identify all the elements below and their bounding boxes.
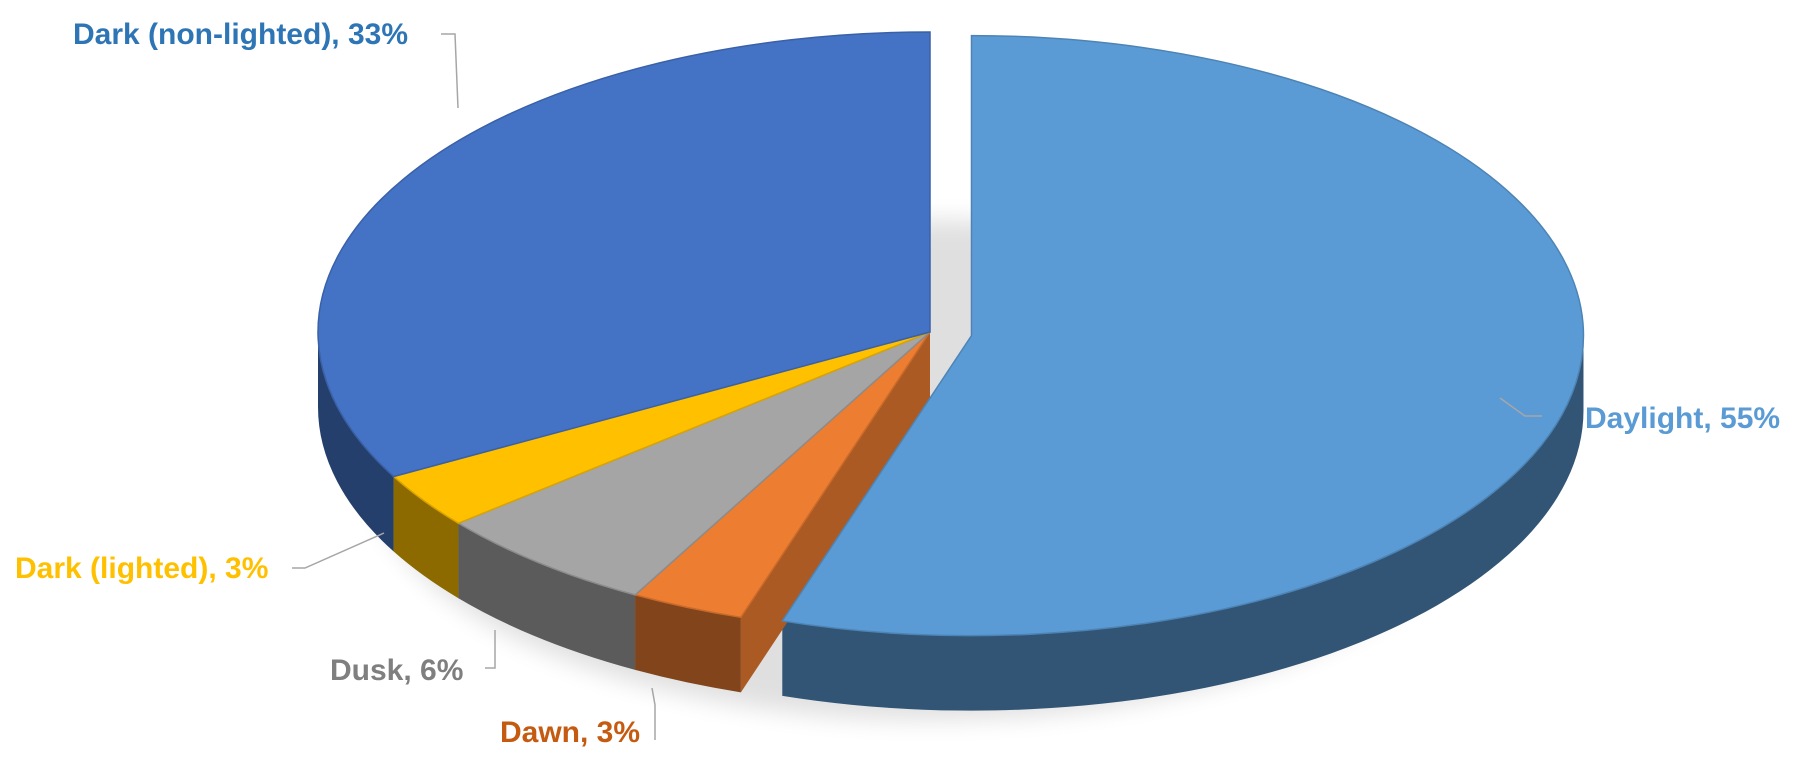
slice-rim-dawn	[635, 594, 741, 693]
leader-dark-non-lighted	[441, 33, 459, 109]
leader-dawn	[651, 687, 656, 740]
label-dusk: Dusk, 6%	[330, 654, 463, 687]
label-dawn: Dawn, 3%	[500, 716, 640, 749]
slice-rim-dusk	[458, 523, 636, 670]
label-leaders	[292, 33, 1542, 740]
pie-tops	[317, 31, 1585, 637]
slice-dusk	[456, 331, 931, 596]
label-daylight: Daylight, 55%	[1585, 402, 1780, 435]
leader-daylight	[1499, 397, 1542, 417]
leader-dark-lighted	[292, 532, 385, 569]
slice-rim-daylight	[782, 335, 1584, 711]
label-dark-lighted: Dark (lighted), 3%	[15, 552, 268, 585]
slice-daylight	[781, 34, 1585, 637]
label-dark-non-lighted: Dark (non-lighted), 33%	[73, 18, 408, 51]
slice-rim-dark-non-lighted	[318, 332, 394, 552]
slice-rim-dark-lighted	[393, 476, 459, 599]
slice-dark-non-lighted	[317, 31, 931, 478]
leader-dusk	[485, 630, 496, 669]
